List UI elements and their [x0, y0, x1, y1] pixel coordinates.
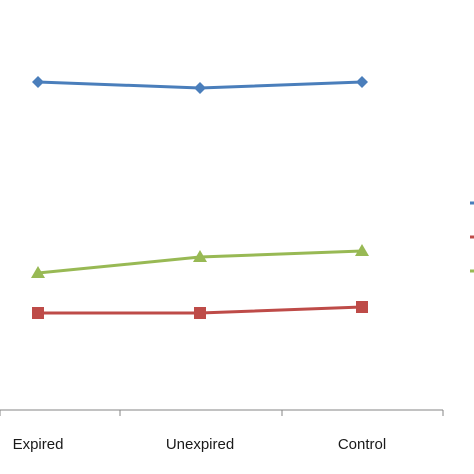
series-marker-1: [194, 82, 206, 94]
x-tick-label: Expired: [13, 436, 64, 453]
legend: [470, 201, 474, 273]
series-marker-3: [355, 244, 369, 256]
series-marker-2: [194, 307, 206, 319]
series-marker-2: [32, 307, 44, 319]
x-axis-tick-labels: Expired Unexpired Control: [13, 436, 387, 453]
series-markers: [31, 76, 369, 319]
series-marker-1: [356, 76, 368, 88]
series-marker-2: [356, 301, 368, 313]
series-lines: [37, 80, 363, 315]
series-marker-3: [31, 266, 45, 278]
series-marker-1: [32, 76, 44, 88]
x-tick-label: Unexpired: [166, 436, 234, 453]
x-tick-label: Control: [338, 436, 386, 453]
series-marker-3: [193, 250, 207, 262]
x-axis-ticks: [0, 410, 444, 416]
